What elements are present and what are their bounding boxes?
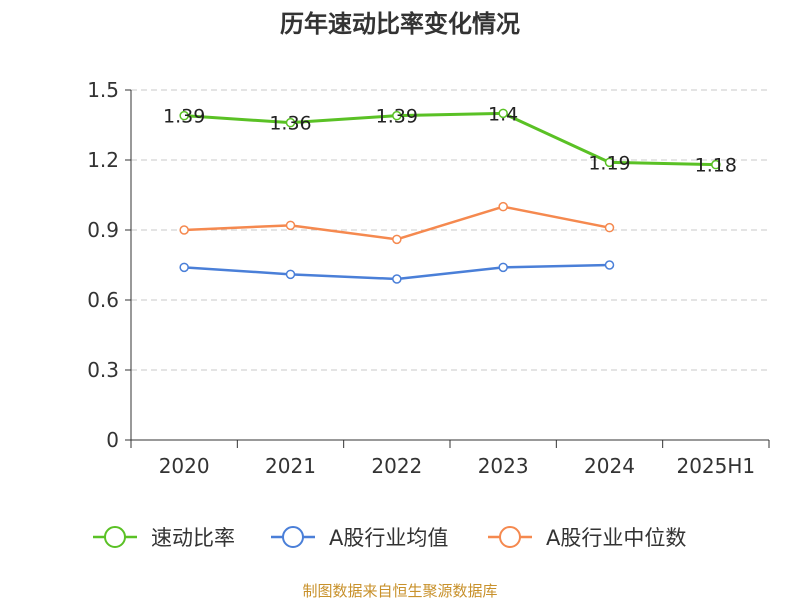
- y-tick-label: 1.5: [87, 78, 119, 102]
- data-label: 1.39: [163, 106, 205, 128]
- x-tick-label: 2023: [478, 454, 529, 478]
- grid: [131, 89, 769, 371]
- data-point: [711, 159, 721, 170]
- legend-label: A股行业中位数: [546, 526, 686, 550]
- y-tick-label: 0: [106, 428, 119, 452]
- data-point: [285, 117, 296, 128]
- legend-marker: [499, 526, 521, 548]
- data-labels: 1.39 1.36 1.39 1.4 1.19 1.18: [163, 103, 737, 176]
- data-point: [285, 220, 296, 231]
- x-tick-label: 2025H1: [676, 454, 755, 478]
- x-tick-label: 2021: [265, 454, 316, 478]
- legend-marker: [104, 526, 126, 548]
- x-tick-label: 2022: [371, 454, 422, 478]
- series: [179, 108, 721, 284]
- data-label: 1.39: [376, 106, 418, 128]
- x-tick-label: 2020: [159, 454, 210, 478]
- series-line: [184, 205, 610, 241]
- data-point: [179, 110, 189, 121]
- chart-title: 历年速动比率变化情况: [280, 10, 520, 38]
- x-tick-label: 2024: [584, 454, 635, 478]
- data-point: [498, 108, 508, 119]
- y-tick-label: 0.6: [87, 288, 119, 312]
- y-tick-label: 0.9: [87, 218, 119, 242]
- data-point: [392, 234, 402, 245]
- data-point: [604, 222, 615, 233]
- data-label: 1.36: [269, 113, 311, 135]
- y-tick-label: 0.3: [87, 358, 119, 382]
- data-label: 1.18: [695, 155, 737, 177]
- legend-label: 速动比率: [151, 526, 235, 550]
- source-note: 制图数据来自恒生聚源数据库: [302, 582, 497, 600]
- legend-marker: [282, 526, 304, 548]
- legend-item: A股行业均值: [271, 526, 448, 550]
- axes: 0 0.3 0.6 0.9 1.2 1.5 2020 2021 2022 2023 2024 2025…: [87, 78, 770, 478]
- data-point: [285, 269, 296, 280]
- legend: 速动比率 A股行业均值 A股行业中位数: [93, 526, 686, 550]
- legend-item: 速动比率: [93, 526, 235, 550]
- data-point: [392, 274, 402, 284]
- y-tick-label: 1.2: [87, 148, 119, 172]
- data-point: [179, 225, 189, 235]
- data-point: [392, 110, 402, 121]
- legend-label: A股行业均值: [329, 526, 448, 550]
- data-point: [179, 262, 189, 273]
- data-point: [604, 157, 615, 168]
- series-line: [184, 111, 716, 167]
- data-point: [498, 201, 508, 212]
- legend-item: A股行业中位数: [488, 526, 686, 550]
- data-label: 1.4: [488, 103, 518, 125]
- data-label: 1.19: [588, 152, 630, 174]
- data-point: [498, 262, 508, 273]
- data-point: [604, 260, 615, 270]
